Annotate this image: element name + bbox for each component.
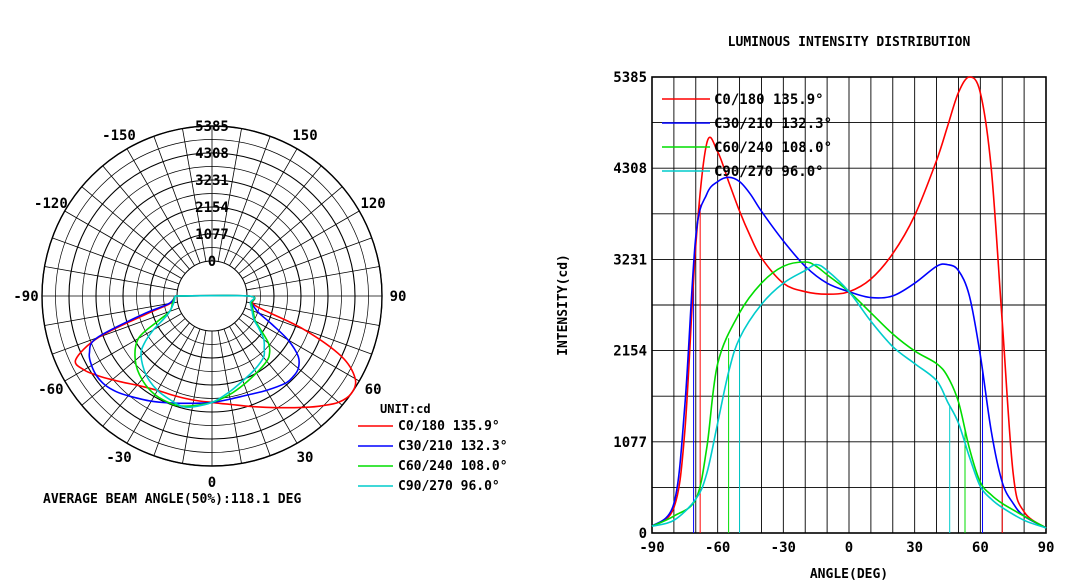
polar-ring (122, 206, 302, 386)
x-tick-label: 0 (845, 540, 853, 556)
polar-angle-label: -150 (102, 128, 136, 144)
polar-radial-tick-label: 5385 (195, 119, 229, 135)
polar-angle-label: 60 (365, 382, 382, 398)
polar-series-curve (74, 294, 357, 409)
legend-label: C60/240 108.0° (714, 140, 832, 156)
polar-chart: 0 30 60 90 120 150 -150 -120 -90 -60 -30 5385 4308 32… (13, 119, 406, 491)
polar-series-curve (134, 294, 271, 408)
legend-label: C30/210 132.3° (714, 116, 832, 132)
polar-angle-label: 120 (360, 196, 385, 212)
x-tick-label: -60 (705, 540, 730, 556)
polar-ring (109, 193, 315, 399)
x-axis-label: ANGLE(DEG) (810, 567, 888, 582)
y-tick-label: 2154 (613, 344, 647, 360)
beam-angle-footer: AVERAGE BEAM ANGLE(50%):118.1 DEG (43, 492, 301, 507)
legend-label: C90/270 96.0° (714, 164, 824, 180)
polar-ring (149, 233, 275, 359)
polar-ring (163, 247, 261, 345)
x-tick-label: 90 (1038, 540, 1055, 556)
polar-radial-tick-label: 3231 (195, 173, 229, 189)
polar-angle-label: 30 (297, 450, 314, 466)
polar-radial-tick-label: 4308 (195, 146, 229, 162)
polar-ring (95, 179, 329, 413)
polar-ring (55, 139, 369, 453)
polar-angle-label: -120 (34, 196, 68, 212)
y-tick-label: 1077 (613, 435, 647, 451)
polar-series-curve (88, 294, 301, 405)
polar-legend: C0/180 135.9° C30/210 132.3° C60/240 108.0… (358, 419, 508, 494)
polar-ring (82, 166, 342, 426)
polar-ring (68, 152, 356, 440)
y-tick-label: 0 (639, 526, 647, 542)
polar-outer-ring (41, 125, 383, 467)
y-axis-label: INTENSITY(cd) (556, 254, 571, 356)
polar-radial-tick-label: 0 (208, 254, 216, 270)
y-tick-label: 4308 (613, 161, 647, 177)
plot-frame (651, 76, 1047, 534)
polar-angle-label: -30 (106, 450, 131, 466)
legend-label: C0/180 135.9° (714, 92, 824, 108)
polar-angle-label: 150 (292, 128, 317, 144)
x-tick-label: -90 (639, 540, 664, 556)
polar-ring (136, 220, 288, 372)
x-tick-label: -30 (771, 540, 796, 556)
polar-angle-label: -60 (38, 382, 63, 398)
polar-radial-tick-label: 2154 (195, 200, 229, 216)
polar-legend-label: C90/270 96.0° (398, 479, 500, 494)
x-tick-label: 60 (972, 540, 989, 556)
polar-radial-tick-label: 1077 (195, 227, 229, 243)
x-tick-label: 30 (906, 540, 923, 556)
polar-angle-label: -90 (13, 289, 38, 305)
y-tick-label: 3231 (613, 252, 647, 268)
line-series-curve (651, 176, 1047, 529)
polar-legend-label: C60/240 108.0° (398, 459, 508, 474)
polar-angle-label: 90 (390, 289, 407, 305)
cartesian-chart: -90 -60 -30 0 30 60 90 0 1077 2154 3231 4308 5385 C0/… (613, 70, 1054, 556)
polar-series-curve (140, 294, 266, 409)
polar-legend-label: C30/210 132.3° (398, 439, 508, 454)
polar-legend-label: C0/180 135.9° (398, 419, 500, 434)
polar-unit-label: UNIT:cd (380, 402, 431, 416)
polar-angle-label: 0 (208, 475, 216, 491)
y-tick-label: 5385 (613, 70, 647, 86)
line-series-curve (651, 261, 1047, 529)
cartesian-title: LUMINOUS INTENSITY DISTRIBUTION (728, 35, 971, 50)
line-series-curve (651, 263, 1047, 529)
